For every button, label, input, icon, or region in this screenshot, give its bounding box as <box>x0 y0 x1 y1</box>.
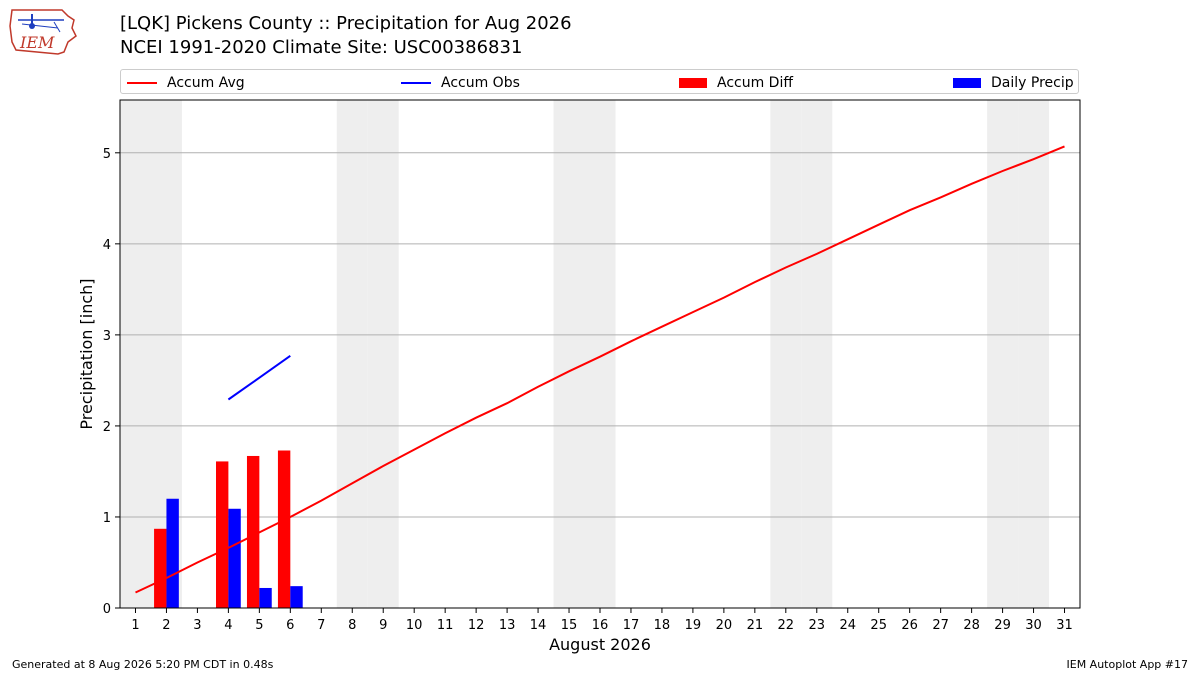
footer-generated: Generated at 8 Aug 2026 5:20 PM CDT in 0… <box>12 658 274 671</box>
legend-swatch-accum-obs <box>401 81 431 84</box>
y-tick-label-4: 4 <box>103 238 111 253</box>
x-tick-label-19: 19 <box>685 618 702 633</box>
x-tick-label-22: 22 <box>778 618 795 633</box>
x-tick-label-31: 31 <box>1056 618 1073 633</box>
x-tick-label-4: 4 <box>224 618 232 633</box>
x-tick-label-30: 30 <box>1025 618 1042 633</box>
x-tick-label-26: 26 <box>901 618 918 633</box>
x-tick-label-6: 6 <box>286 618 294 633</box>
legend-swatch-daily-precip <box>953 77 981 88</box>
x-tick-label-8: 8 <box>348 618 356 633</box>
x-tick-label-11: 11 <box>437 618 454 633</box>
y-ticks: 0 1 2 3 4 5 <box>103 147 120 617</box>
weekend-shade-day-1 <box>120 100 151 608</box>
accum-avg-line <box>135 145 1065 594</box>
x-tick-label-10: 10 <box>406 618 423 633</box>
weekend-shade-day-30 <box>1018 100 1050 608</box>
legend-label-accum-diff: Accum Diff <box>717 74 794 91</box>
iem-logo-graphic: IEM <box>9 9 77 55</box>
x-tick-label-27: 27 <box>932 618 949 633</box>
legend-item-accum-diff: Accum Diff <box>679 70 793 95</box>
y-tick-label-3: 3 <box>103 329 111 344</box>
x-tick-label-18: 18 <box>654 618 671 633</box>
legend-swatch-accum-avg <box>127 81 157 84</box>
daily-precip-bar-day-5 <box>259 587 272 608</box>
legend-item-accum-obs: Accum Obs <box>401 70 520 95</box>
weekend-shade-day-23 <box>801 100 833 608</box>
iem-logo: IEM <box>8 6 80 58</box>
daily-precip-bar-day-2 <box>166 498 179 608</box>
x-tick-label-14: 14 <box>530 618 547 633</box>
x-tick-label-28: 28 <box>963 618 980 633</box>
y-tick-label-5: 5 <box>103 147 111 162</box>
x-tick-label-7: 7 <box>317 618 325 633</box>
accum-diff-bar-day-5 <box>246 455 260 608</box>
lines <box>135 145 1065 594</box>
y-axis-label: Precipitation [inch] <box>77 278 96 429</box>
logo-text: IEM <box>19 33 55 52</box>
y-tick-label-2: 2 <box>103 420 111 435</box>
chart-title: [LQK] Pickens County :: Precipitation fo… <box>120 13 572 34</box>
weekend-shade-day-22 <box>770 100 802 608</box>
x-tick-label-23: 23 <box>809 618 826 633</box>
x-tick-label-9: 9 <box>379 618 387 633</box>
x-tick-label-29: 29 <box>994 618 1011 633</box>
x-tick-label-12: 12 <box>468 618 485 633</box>
weekend-shade-day-8 <box>336 100 368 608</box>
x-tick-label-2: 2 <box>162 618 170 633</box>
accum-diff-bar-day-4 <box>216 461 229 608</box>
bars <box>154 450 303 608</box>
y-tick-label-1: 1 <box>103 511 111 526</box>
y-tick-label-0: 0 <box>103 602 111 617</box>
x-tick-label-20: 20 <box>716 618 733 633</box>
x-tick-label-16: 16 <box>592 618 609 633</box>
x-tick-label-17: 17 <box>623 618 640 633</box>
weekend-shade-day-9 <box>367 100 399 608</box>
weekend-shade-day-15 <box>553 100 585 608</box>
x-tick-label-5: 5 <box>255 618 263 633</box>
x-tick-label-13: 13 <box>499 618 516 633</box>
x-tick-label-3: 3 <box>193 618 201 633</box>
accum-diff-bar-day-2 <box>154 528 167 608</box>
legend-label-accum-avg: Accum Avg <box>167 74 245 91</box>
legend-label-daily-precip: Daily Precip <box>991 74 1074 91</box>
x-ticks: 1 2 3 4 5 6 7 8 9 10 11 12 13 14 15 16 17 18 19 20 21 22 23 24 2… <box>131 608 1073 633</box>
x-axis-label: August 2026 <box>549 635 651 654</box>
weekend-shade-day-16 <box>584 100 616 608</box>
daily-precip-bar-day-6 <box>290 586 303 608</box>
legend-item-accum-avg: Accum Avg <box>127 70 245 95</box>
weekend-shade-day-29 <box>987 100 1019 608</box>
x-tick-label-24: 24 <box>839 618 856 633</box>
daily-precip-bar-day-4 <box>228 508 241 608</box>
x-tick-label-25: 25 <box>870 618 887 633</box>
legend-item-daily-precip: Daily Precip <box>953 70 1074 95</box>
footer-app: IEM Autoplot App #17 <box>1066 658 1189 671</box>
accum-obs-line <box>227 354 291 401</box>
x-tick-label-15: 15 <box>561 618 578 633</box>
legend-label-accum-obs: Accum Obs <box>441 74 520 91</box>
chart-subtitle: NCEI 1991-2020 Climate Site: USC00386831 <box>120 37 523 58</box>
legend-swatch-accum-diff <box>679 77 707 88</box>
weekend-shading <box>120 100 1050 608</box>
x-tick-label-21: 21 <box>747 618 764 633</box>
legend: Accum Avg Accum Obs Accum Diff Daily Pre… <box>120 69 1079 94</box>
accum-diff-bar-day-6 <box>277 450 291 608</box>
x-tick-label-1: 1 <box>131 618 139 633</box>
